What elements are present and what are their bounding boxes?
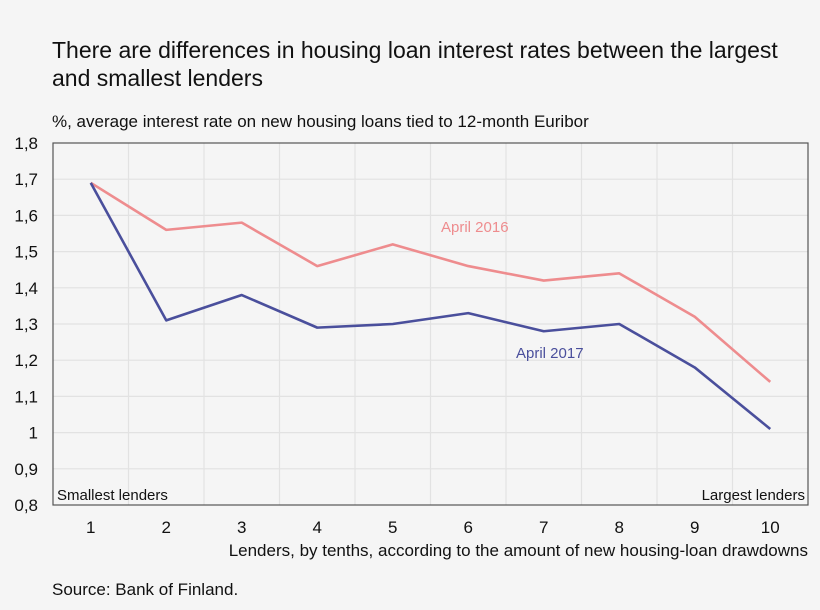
- y-tick-label: 1,6: [14, 206, 38, 225]
- x-tick-label: 2: [162, 518, 171, 537]
- x-axis-label: Lenders, by tenths, according to the amo…: [229, 541, 808, 560]
- y-tick-label: 1,4: [14, 279, 38, 298]
- x-tick-label: 4: [313, 518, 322, 537]
- chart-title: There are differences in housing loan in…: [52, 37, 778, 91]
- y-tick-label: 1,2: [14, 351, 38, 370]
- smallest-lenders-label: Smallest lenders: [57, 487, 168, 504]
- largest-lenders-label: Largest lenders: [702, 487, 805, 504]
- x-tick-label: 7: [539, 518, 548, 537]
- y-tick-label: 1,8: [14, 134, 38, 153]
- series-line: [89, 182, 772, 430]
- series-line: [90, 181, 772, 383]
- series-label-april-2016: April 2016: [441, 219, 509, 236]
- x-tick-label: 5: [388, 518, 397, 537]
- y-tick-label: 1: [29, 424, 38, 443]
- x-tick-label: 6: [464, 518, 473, 537]
- y-tick-label: 1,5: [14, 243, 38, 262]
- x-axis: 1 2 3 4 5 6 7 8 9 10: [86, 518, 780, 537]
- series-lines: [89, 181, 772, 430]
- series-label-april-2017: April 2017: [516, 345, 584, 362]
- source-note: Source: Bank of Finland.: [52, 580, 239, 599]
- x-tick-label: 1: [86, 518, 95, 537]
- y-tick-label: 1,7: [14, 170, 38, 189]
- y-tick-label: 0,8: [14, 496, 38, 515]
- y-tick-label: 1,1: [14, 387, 38, 406]
- plot-frame: [52, 142, 809, 506]
- y-tick-label: 0,9: [14, 460, 38, 479]
- y-tick-label: 1,3: [14, 315, 38, 334]
- chart-subtitle: %, average interest rate on new housing …: [52, 112, 589, 131]
- x-tick-label: 8: [615, 518, 624, 537]
- gridlines: [53, 143, 808, 505]
- x-tick-label: 9: [690, 518, 699, 537]
- x-tick-label: 10: [761, 518, 780, 537]
- x-tick-label: 3: [237, 518, 246, 537]
- y-axis: 1,8 1,7 1,6 1,5 1,4 1,3 1,2 1,1 1 0,9 0,8: [14, 134, 38, 515]
